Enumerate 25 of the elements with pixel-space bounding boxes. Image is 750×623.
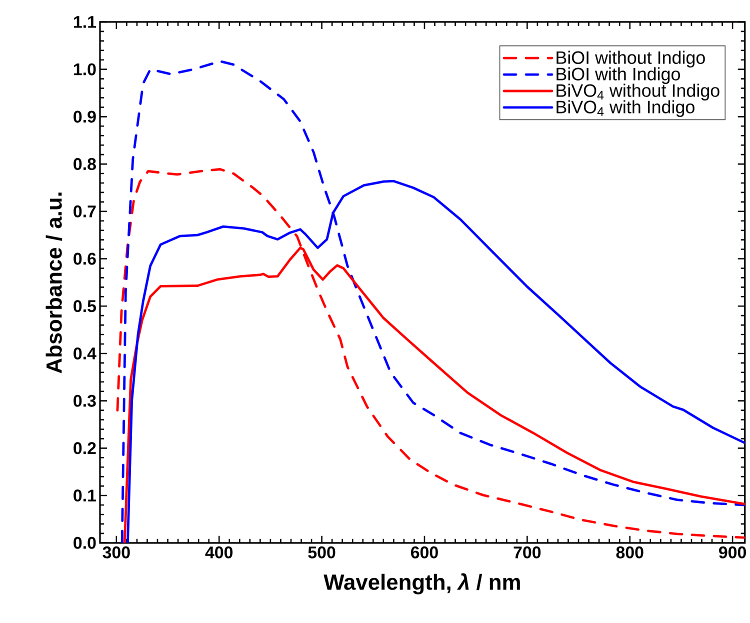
y-tick-label: 0.8 — [74, 158, 96, 170]
x-tick-label: 700 — [514, 546, 541, 558]
x-tick-label: 300 — [102, 546, 130, 558]
y-tick-label: 1.0 — [74, 63, 96, 76]
y-tick-label: 1.1 — [74, 16, 96, 28]
y-tick-label: 0.1 — [74, 490, 96, 502]
y-tick-label: 0.7 — [74, 205, 96, 218]
legend-label: BiOI without Indigo — [556, 50, 705, 68]
legend-label: BiOI with Indigo — [556, 67, 680, 84]
y-tick-label: 0.0 — [74, 536, 96, 549]
x-tick-label: 600 — [410, 546, 438, 558]
y-tick-label: 0.2 — [74, 442, 96, 454]
x-tick-label: 400 — [205, 546, 233, 558]
x-tick-label: 500 — [308, 546, 336, 558]
legend-label: BiVO$_{4}$ with Indigo — [556, 100, 694, 117]
y-tick-label: 0.6 — [74, 252, 96, 265]
x-axis-title: Wavelength, λ / nm — [324, 573, 520, 594]
y-tick-label: 0.9 — [74, 110, 96, 123]
legend-label: BiVO$_{4}$ without Indigo — [556, 84, 720, 101]
x-tick-label: 900 — [719, 546, 746, 558]
y-tick-label: 0.3 — [74, 394, 96, 407]
y-tick-label: 0.5 — [74, 300, 96, 312]
y-tick-label: 0.4 — [74, 348, 96, 360]
y-axis-title: Absorbance / a.u. — [46, 192, 62, 374]
x-tick-label: 800 — [616, 546, 644, 558]
